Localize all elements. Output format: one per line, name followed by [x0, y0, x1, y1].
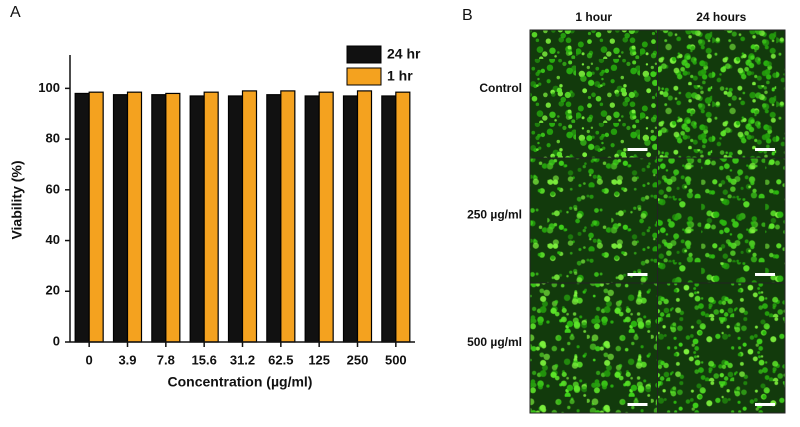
bar [151, 94, 167, 343]
micrograph [657, 29, 786, 159]
legend-label: 24 hr [387, 46, 421, 62]
x-tick-label: 125 [308, 352, 330, 367]
bar [112, 94, 129, 343]
x-tick-label: 500 [385, 352, 407, 367]
column-label: 1 hour [575, 10, 612, 24]
bar [381, 95, 397, 343]
legend-swatch [346, 45, 382, 64]
bar [266, 94, 282, 343]
bar [395, 91, 411, 343]
bar [74, 92, 90, 343]
bar [342, 95, 359, 343]
micrograph [529, 29, 658, 159]
y-tick-label: 60 [46, 181, 60, 196]
x-axis-title: Concentration (µg/ml) [168, 374, 313, 390]
bar [356, 90, 373, 343]
x-tick-label: 250 [347, 352, 369, 367]
scale-bar [755, 273, 775, 276]
legend-label: 1 hr [387, 68, 413, 84]
micrograph [657, 157, 786, 284]
bar [126, 91, 143, 343]
x-tick-label: 3.9 [118, 352, 136, 367]
x-tick-label: 7.8 [157, 352, 175, 367]
bar [165, 92, 181, 343]
row-label: 500 µg/ml [467, 335, 522, 349]
panel-label: B [462, 7, 473, 24]
row-label: 250 µg/ml [467, 208, 522, 222]
y-tick-label: 80 [46, 131, 60, 146]
x-tick-label: 31.2 [230, 352, 255, 367]
panel-label: A [10, 4, 21, 21]
scale-bar [755, 403, 775, 406]
scale-bar [755, 148, 775, 151]
y-tick-label: 0 [53, 333, 60, 348]
scale-bar [627, 148, 648, 151]
micrograph [529, 282, 658, 414]
x-tick-label: 15.6 [192, 352, 217, 367]
micrograph [529, 157, 658, 284]
y-tick-label: 40 [46, 232, 60, 247]
bar [318, 91, 334, 343]
y-tick-label: 100 [38, 80, 60, 95]
bar [304, 95, 320, 343]
bar [88, 91, 104, 343]
micrograph [657, 282, 786, 414]
row-label: Control [479, 81, 522, 95]
y-axis-title: Viability (%) [9, 160, 25, 239]
y-tick-label: 20 [46, 283, 60, 298]
bar [203, 91, 219, 343]
bar [241, 90, 258, 343]
legend-swatch [346, 67, 382, 86]
bar [280, 90, 296, 343]
scale-bar [627, 403, 648, 406]
x-tick-label: 0 [86, 352, 93, 367]
scale-bar [627, 273, 648, 276]
bar [227, 95, 244, 343]
x-tick-label: 62.5 [268, 352, 293, 367]
bar [189, 95, 205, 343]
column-label: 24 hours [696, 10, 746, 24]
